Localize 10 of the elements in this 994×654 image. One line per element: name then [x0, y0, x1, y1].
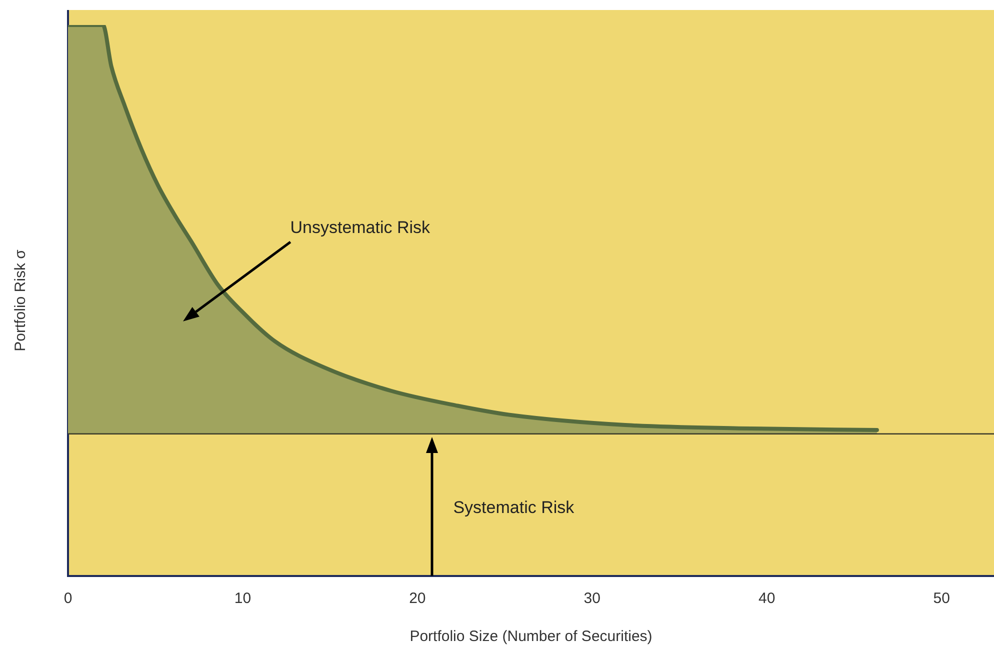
x-tick-label: 50 [933, 590, 950, 608]
x-axis-title: Portfolio Size (Number of Securities) [410, 628, 652, 646]
y-axis-title: Portfolio Risk σ [12, 248, 30, 352]
x-tick-label: 30 [584, 590, 600, 608]
annotation: Unsystematic Risk [290, 218, 431, 238]
annotation: Systematic Risk [453, 498, 575, 517]
x-tick-label: 20 [409, 590, 426, 608]
x-tick-label: 0 [64, 590, 72, 608]
x-tick-label: 40 [758, 590, 776, 608]
x-tick-label: 10 [234, 590, 252, 608]
